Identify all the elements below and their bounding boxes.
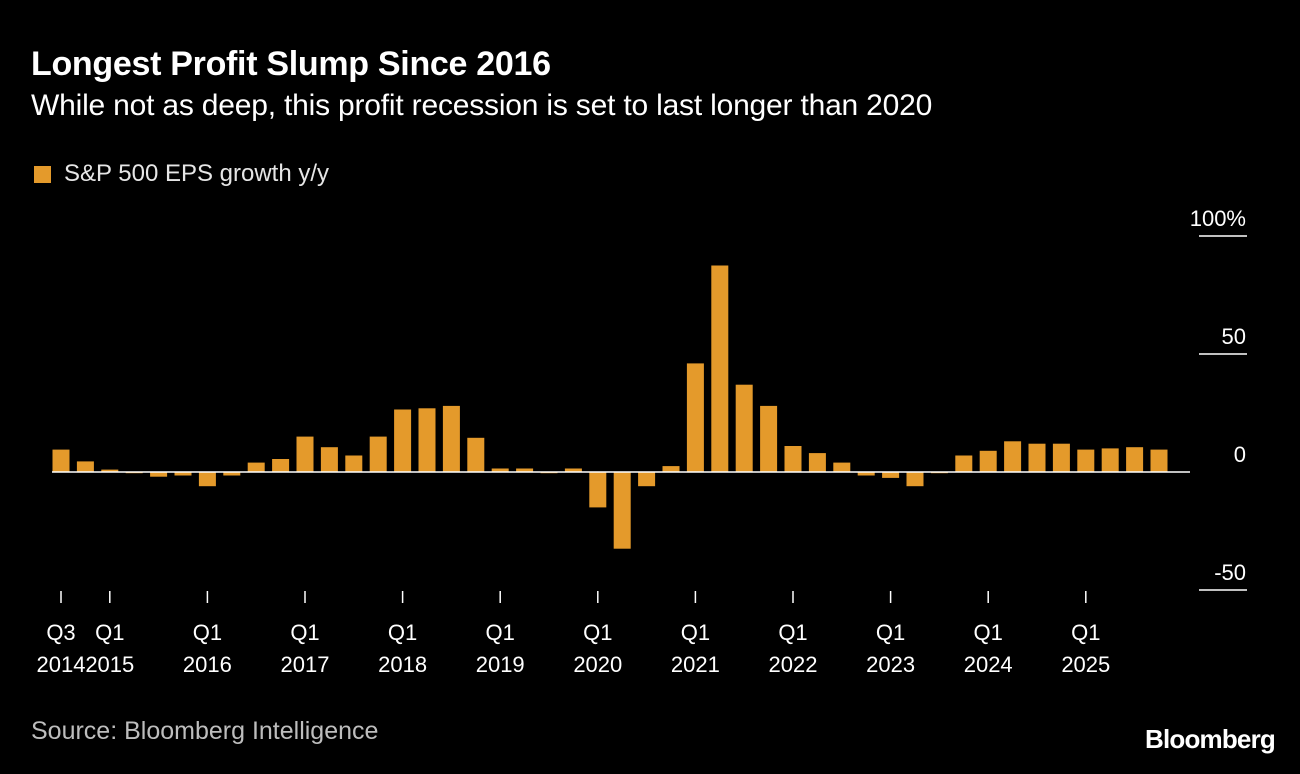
x-tick-label: Q1 — [486, 620, 515, 645]
x-tick-label: Q1 — [95, 620, 124, 645]
bar — [784, 446, 802, 472]
x-tick-label: 2017 — [281, 652, 330, 677]
bar — [516, 468, 534, 472]
x-tick-label: 2021 — [671, 652, 720, 677]
bar — [174, 472, 192, 476]
y-tick-label: 50 — [1222, 324, 1246, 349]
chart-title: Longest Profit Slump Since 2016 — [31, 45, 551, 83]
bar — [101, 469, 119, 472]
bar — [1028, 443, 1046, 472]
bar — [979, 450, 997, 472]
bar — [735, 384, 753, 472]
y-tick-label: 100% — [1190, 206, 1246, 231]
chart-subtitle: While not as deep, this profit recession… — [31, 89, 933, 122]
bar — [345, 455, 363, 472]
x-tick-label: 2014 — [37, 652, 86, 677]
x-tick-label: 2022 — [769, 652, 818, 677]
x-tick-label: 2025 — [1061, 652, 1110, 677]
x-tick-label: Q3 — [46, 620, 75, 645]
bar — [760, 405, 778, 472]
bar — [223, 472, 241, 476]
x-tick-label: Q1 — [974, 620, 1003, 645]
bar — [638, 472, 656, 487]
bar — [1077, 449, 1095, 472]
bar — [857, 472, 875, 476]
y-tick-label: -50 — [1214, 560, 1246, 585]
bar — [711, 265, 729, 472]
x-tick-label: Q1 — [681, 620, 710, 645]
x-tick-label: 2015 — [85, 652, 134, 677]
bar — [1126, 447, 1144, 472]
source-note: Source: Bloomberg Intelligence — [31, 717, 379, 745]
x-tick-label: 2020 — [573, 652, 622, 677]
bloomberg-logo: Bloomberg — [1144, 724, 1276, 754]
bar — [1004, 441, 1022, 472]
legend-swatch — [34, 165, 51, 183]
bar — [1101, 448, 1119, 472]
x-tick-label: Q1 — [388, 620, 417, 645]
x-tick-label: 2018 — [378, 652, 427, 677]
bar — [320, 447, 338, 472]
bar — [467, 437, 485, 472]
legend: S&P 500 EPS growth y/y — [34, 160, 329, 188]
bar — [198, 472, 216, 487]
bar — [394, 409, 412, 472]
bar — [76, 461, 94, 472]
x-tick-label: 2016 — [183, 652, 232, 677]
bar — [662, 466, 680, 472]
bar — [906, 472, 924, 487]
bar — [442, 405, 460, 472]
bar — [418, 408, 436, 472]
bar — [808, 453, 826, 472]
x-tick-label: Q1 — [290, 620, 319, 645]
bar — [613, 472, 631, 549]
bar — [491, 468, 509, 472]
bar — [833, 462, 851, 472]
bar — [52, 449, 70, 472]
bar — [955, 455, 973, 472]
x-tick-label: 2019 — [476, 652, 525, 677]
bar — [150, 472, 168, 477]
bar — [296, 436, 314, 472]
y-tick-label: 0 — [1234, 442, 1246, 467]
bar — [589, 472, 607, 508]
bar — [369, 436, 387, 472]
bar — [686, 363, 704, 472]
x-tick-label: Q1 — [876, 620, 905, 645]
bar — [272, 459, 290, 472]
x-tick-label: Q1 — [583, 620, 612, 645]
bar — [247, 462, 265, 472]
legend-label: S&P 500 EPS growth y/y — [64, 160, 330, 187]
bar — [1052, 443, 1070, 472]
x-tick-label: Q1 — [193, 620, 222, 645]
x-tick-label: Q1 — [1071, 620, 1100, 645]
x-tick-label: Q1 — [778, 620, 807, 645]
x-tick-label: 2023 — [866, 652, 915, 677]
bar — [1150, 449, 1168, 472]
bar — [564, 468, 582, 472]
bar — [882, 472, 900, 478]
x-tick-label: 2024 — [964, 652, 1013, 677]
